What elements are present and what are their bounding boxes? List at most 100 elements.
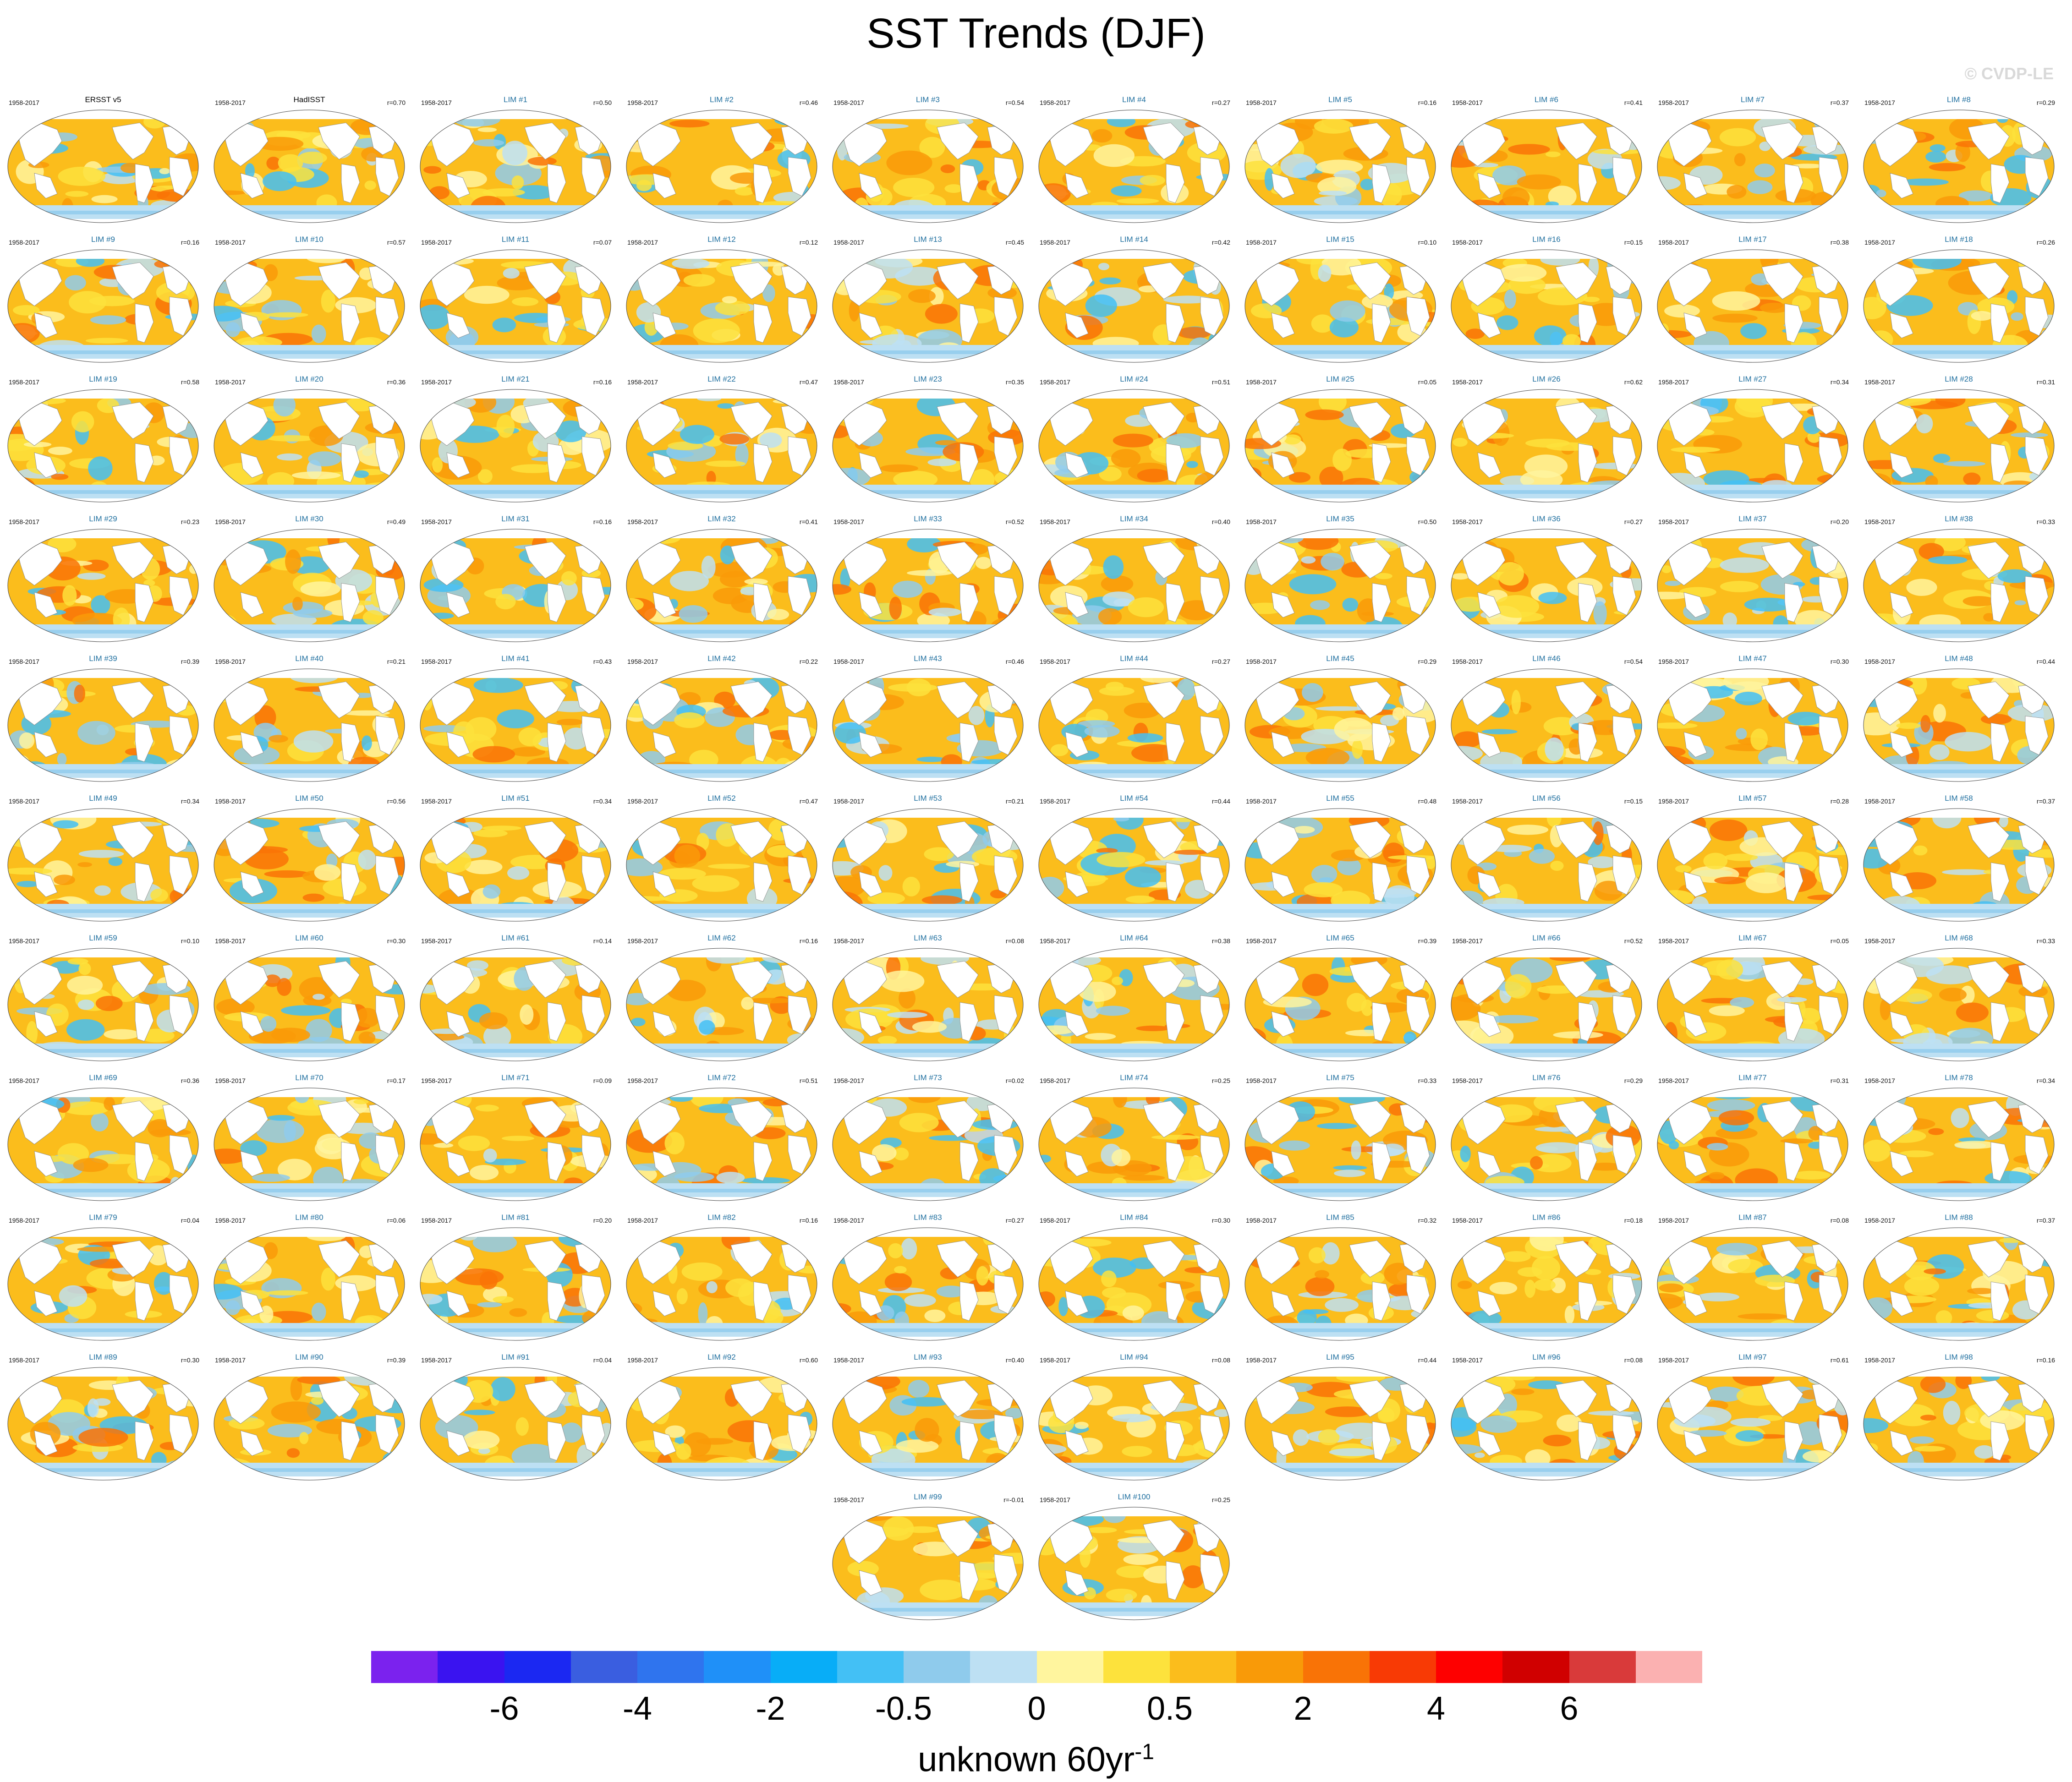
map-panel: 1958-2017 LIM #99 r=-0.01 (827, 1488, 1029, 1625)
panel-period: 1958-2017 (833, 1496, 864, 1503)
sst-map (7, 1227, 199, 1341)
panel-title: LIM #53 (914, 794, 942, 803)
panel-title: LIM #7 (1741, 95, 1765, 104)
map-panel: 1958-2017 LIM #67 r=0.05 (1652, 929, 1853, 1066)
panel-correlation: r=0.45 (1005, 239, 1024, 246)
panel-period: 1958-2017 (1864, 658, 1895, 665)
map-panel: 1958-2017 LIM #55 r=0.48 (1239, 789, 1441, 927)
panel-correlation: r=0.58 (181, 378, 199, 386)
panel-title: LIM #40 (295, 654, 323, 663)
sst-map (626, 109, 817, 223)
panel-correlation: r=0.61 (1830, 1356, 1849, 1364)
panel-correlation: r=0.30 (181, 1356, 199, 1364)
panel-correlation: r=0.16 (799, 937, 818, 945)
panel-correlation: r=0.27 (1005, 1217, 1024, 1224)
sst-map (7, 389, 199, 503)
panel-period: 1958-2017 (421, 239, 452, 246)
map-panel: 1958-2017 LIM #5 r=0.16 (1239, 91, 1441, 228)
map-panel: 1958-2017 LIM #7 r=0.37 (1652, 91, 1853, 228)
map-panel: 1958-2017 LIM #37 r=0.20 (1652, 510, 1853, 647)
panel-title: LIM #28 (1945, 375, 1973, 383)
map-panel: 1958-2017 LIM #3 r=0.54 (827, 91, 1029, 228)
panel-title: LIM #84 (1120, 1213, 1148, 1222)
map-panel: 1958-2017 LIM #97 r=0.61 (1652, 1348, 1853, 1486)
panel-correlation: r=0.08 (1830, 1217, 1849, 1224)
sst-map (7, 109, 199, 223)
panel-correlation: r=0.15 (1624, 798, 1643, 805)
sst-map (1451, 948, 1642, 1061)
colorbar-tick-label: -0.5 (875, 1690, 932, 1727)
panel-title: LIM #90 (295, 1353, 323, 1361)
panel-period: 1958-2017 (215, 1356, 246, 1364)
panel-correlation: r=0.30 (387, 937, 406, 945)
sst-map (214, 948, 405, 1061)
colorbar-swatch (704, 1651, 771, 1683)
panel-correlation: r=0.23 (181, 518, 199, 525)
panel-correlation: r=0.34 (2036, 1077, 2055, 1084)
panel-title: LIM #10 (295, 235, 323, 244)
sst-map (832, 668, 1024, 782)
sst-map (832, 948, 1024, 1061)
map-panel: 1958-2017 LIM #15 r=0.10 (1239, 230, 1441, 368)
sst-map (7, 1367, 199, 1481)
map-panel: 1958-2017 LIM #58 r=0.37 (1858, 789, 2060, 927)
panel-period: 1958-2017 (1246, 518, 1277, 525)
map-panel: 1958-2017 LIM #46 r=0.54 (1446, 650, 1647, 787)
panel-title: LIM #66 (1532, 934, 1561, 942)
panel-correlation: r=0.52 (1005, 518, 1024, 525)
sst-map (1657, 249, 1848, 363)
map-panel: 1958-2017 LIM #20 r=0.36 (208, 370, 410, 508)
panel-title: LIM #24 (1120, 375, 1148, 383)
panel-title: LIM #26 (1532, 375, 1561, 383)
panel-period: 1958-2017 (421, 1217, 452, 1224)
panel-correlation: r=0.37 (2036, 798, 2055, 805)
panel-correlation: r=0.47 (799, 798, 818, 805)
map-panel: 1958-2017 LIM #85 r=0.32 (1239, 1208, 1441, 1346)
panel-title: LIM #57 (1738, 794, 1767, 803)
panel-title: LIM #65 (1326, 934, 1354, 942)
panel-correlation: r=0.43 (593, 658, 612, 665)
panel-correlation: r=0.25 (1211, 1077, 1230, 1084)
map-panel: 1958-2017 LIM #90 r=0.39 (208, 1348, 410, 1486)
panel-correlation: r=0.16 (593, 378, 612, 386)
panel-period: 1958-2017 (9, 99, 39, 106)
sst-map (832, 109, 1024, 223)
panel-title: LIM #63 (914, 934, 942, 942)
map-panel: 1958-2017 LIM #91 r=0.04 (415, 1348, 616, 1486)
sst-map (1244, 1367, 1436, 1481)
colorbar-swatch (837, 1651, 904, 1683)
map-panel: 1958-2017 LIM #59 r=0.10 (2, 929, 204, 1066)
panel-title: LIM #69 (89, 1073, 117, 1082)
panel-correlation: r=0.62 (1624, 378, 1643, 386)
sst-map (420, 249, 611, 363)
map-panel: 1958-2017 ERSST v5 (2, 91, 204, 228)
panel-period: 1958-2017 (1452, 1356, 1483, 1364)
panel-title: LIM #94 (1120, 1353, 1148, 1361)
panel-title: LIM #77 (1738, 1073, 1767, 1082)
colorbar-tick-label: 0.5 (1146, 1690, 1193, 1727)
panel-title: LIM #96 (1532, 1353, 1561, 1361)
panel-title: LIM #30 (295, 514, 323, 523)
panel-title: LIM #51 (501, 794, 530, 803)
map-panel: 1958-2017 LIM #86 r=0.18 (1446, 1208, 1647, 1346)
panel-period: 1958-2017 (1452, 658, 1483, 665)
map-panel: 1958-2017 LIM #45 r=0.29 (1239, 650, 1441, 787)
panel-period: 1958-2017 (1246, 1356, 1277, 1364)
panel-period: 1958-2017 (833, 518, 864, 525)
map-panel: 1958-2017 LIM #95 r=0.44 (1239, 1348, 1441, 1486)
sst-map (1038, 1088, 1230, 1201)
map-panel: 1958-2017 LIM #49 r=0.34 (2, 789, 204, 927)
map-panel: 1958-2017 LIM #51 r=0.34 (415, 789, 616, 927)
map-panel: 1958-2017 LIM #30 r=0.49 (208, 510, 410, 647)
panel-correlation: r=0.44 (1211, 798, 1230, 805)
colorbar-swatch (438, 1651, 504, 1683)
sst-map (1244, 529, 1436, 642)
panel-period: 1958-2017 (1864, 99, 1895, 106)
sst-map (1657, 668, 1848, 782)
panel-period: 1958-2017 (1040, 99, 1070, 106)
panel-title: LIM #27 (1738, 375, 1767, 383)
panel-period: 1958-2017 (1658, 798, 1689, 805)
panel-title: LIM #74 (1120, 1073, 1148, 1082)
panel-title: LIM #59 (89, 934, 117, 942)
panel-period: 1958-2017 (1040, 1077, 1070, 1084)
